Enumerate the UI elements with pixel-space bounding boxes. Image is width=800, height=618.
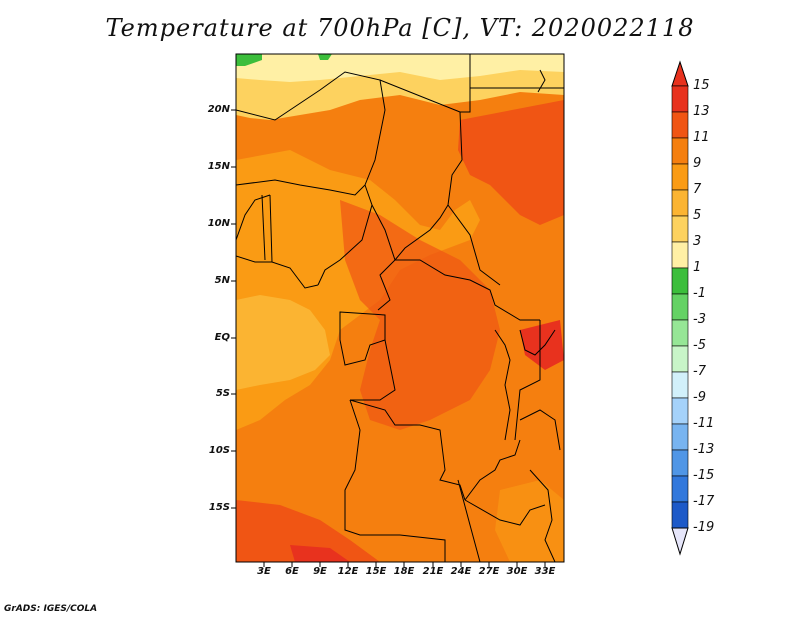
lat-tick-label: 5N	[214, 275, 230, 286]
border-congo	[350, 339, 396, 401]
lat-tick-label: 15N	[207, 161, 230, 172]
country-borders	[236, 54, 564, 562]
temperature-field	[236, 54, 564, 562]
field-zone-1	[236, 54, 262, 66]
colorbar-label: -3	[693, 312, 706, 327]
border-chad-car	[394, 204, 449, 261]
colorbar-label: 11	[693, 130, 710, 145]
border-angola-west	[344, 399, 400, 536]
colorbar	[671, 60, 689, 556]
colorbar-swatch	[671, 501, 689, 529]
border-car-south	[395, 259, 540, 321]
field-zone-1b	[318, 54, 332, 60]
colorbar-label: 3	[693, 234, 702, 249]
colorbar-label: -1	[693, 286, 706, 301]
lon-tick-label: 33E	[534, 566, 556, 577]
border-namibia	[399, 534, 446, 562]
colorbar-label: -19	[693, 520, 715, 535]
colorbar-label: -13	[693, 442, 715, 457]
colorbar-swatch	[671, 111, 689, 139]
colorbar-label: -17	[693, 494, 715, 509]
grads-credit: GrADS: IGES/COLA	[4, 604, 98, 614]
field-zone-9-se	[495, 480, 564, 562]
colorbar-label: 1	[693, 260, 702, 275]
lon-tick-label: 18E	[393, 566, 415, 577]
colorbar-swatch	[671, 241, 689, 269]
lon-tick-label: 9E	[313, 566, 327, 577]
colorbar-bottom-arrow	[671, 527, 689, 556]
colorbar-label: -7	[693, 364, 706, 379]
colorbar-label: 7	[693, 182, 702, 197]
map-frame	[235, 53, 565, 563]
lon-tick-label: 24E	[450, 566, 472, 577]
colorbar-label: 9	[693, 156, 702, 171]
colorbar-swatch	[671, 163, 689, 191]
colorbar-swatch	[671, 293, 689, 321]
colorbar-swatch	[671, 85, 689, 113]
border-zambia-drc	[464, 439, 521, 501]
border-gabon	[339, 311, 386, 366]
colorbar-top-arrow	[671, 60, 689, 87]
border-lake-victoria	[519, 329, 556, 356]
border-tanzania	[519, 409, 561, 451]
border-lake-tanganyika	[494, 329, 511, 441]
lon-tick-marks	[263, 562, 546, 567]
colorbar-label: 15	[693, 78, 710, 93]
colorbar-swatch	[671, 215, 689, 243]
border-niger	[236, 71, 386, 186]
lon-tick-label: 3E	[257, 566, 271, 577]
border-nigeria-cameroon	[317, 184, 373, 286]
border-benin	[269, 194, 273, 263]
border-zambia-south	[464, 499, 546, 526]
field-zone-15-sw	[290, 545, 350, 562]
lon-tick-label: 15E	[365, 566, 387, 577]
lat-tick-label: EQ	[214, 332, 230, 343]
lon-tick-label: 30E	[506, 566, 528, 577]
border-nile	[537, 69, 546, 93]
colorbar-swatch	[671, 397, 689, 425]
lat-tick-label: 20N	[207, 104, 230, 115]
colorbar-label: -11	[693, 416, 715, 431]
field-zone-13-ne	[458, 100, 564, 225]
colorbar-label: -9	[693, 390, 706, 405]
lon-tick-label: 6E	[285, 566, 299, 577]
colorbar-label: -5	[693, 338, 706, 353]
border-drc-angola	[349, 399, 466, 501]
colorbar-label: -15	[693, 468, 715, 483]
colorbar-swatch	[671, 319, 689, 347]
border-gulf-coast	[236, 255, 319, 289]
border-libya	[460, 54, 471, 113]
lat-tick-marks	[231, 109, 236, 509]
field-zone-7	[236, 295, 330, 390]
colorbar-label: 13	[693, 104, 710, 119]
colorbar-swatch	[671, 137, 689, 165]
border-botswana	[457, 479, 481, 562]
map-title: Temperature at 700hPa [C], VT: 202002211…	[105, 14, 695, 42]
colorbar-swatch	[671, 345, 689, 373]
colorbar-swatch	[671, 423, 689, 451]
border-togo	[261, 194, 266, 261]
lon-tick-label: 27E	[478, 566, 500, 577]
colorbar-swatch	[671, 267, 689, 295]
lat-tick-label: 5S	[215, 388, 230, 399]
field-zone-13-central	[340, 200, 500, 430]
lat-tick-label: 15S	[208, 502, 230, 513]
lat-tick-label: 10N	[207, 218, 230, 229]
colorbar-label: 5	[693, 208, 702, 223]
field-zone-13-sw	[236, 500, 380, 562]
border-malawi-moz	[529, 469, 556, 562]
field-zone-3	[236, 54, 564, 82]
colorbar-swatch	[671, 475, 689, 503]
lon-tick-label: 12E	[337, 566, 359, 577]
lat-tick-label: 10S	[208, 445, 230, 456]
border-chad-east	[379, 79, 501, 286]
border-nigeria-north	[236, 179, 366, 196]
colorbar-swatch	[671, 189, 689, 217]
border-cameroon-car	[371, 204, 396, 311]
colorbar-swatch	[671, 449, 689, 477]
lon-tick-label: 21E	[422, 566, 444, 577]
colorbar-swatch	[671, 371, 689, 399]
